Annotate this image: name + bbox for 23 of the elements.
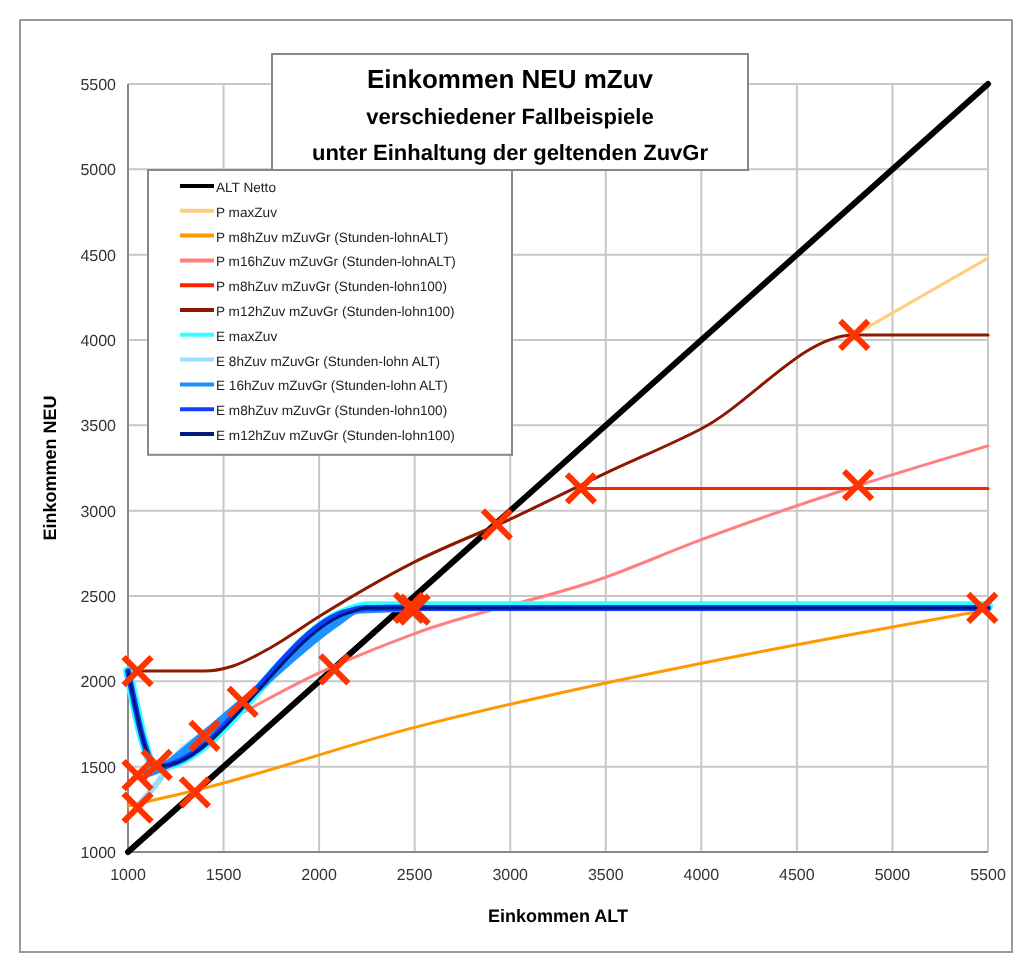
y-tick-label: 4500 xyxy=(80,246,118,265)
x-tick-label: 5500 xyxy=(970,866,1007,884)
y-tick-label: 2000 xyxy=(80,673,118,692)
y-tick-label: 2500 xyxy=(80,588,118,606)
y-tick-label: 1500 xyxy=(80,758,118,777)
x-axis-title: Einkommen ALT xyxy=(487,906,629,926)
x-tick-label: 1000 xyxy=(110,866,147,884)
x-tick-label: 1500 xyxy=(205,866,243,884)
x-tick-label: 2500 xyxy=(396,866,434,884)
x-tick-label: 3000 xyxy=(492,866,530,884)
text: Einkommen NEU mZuv verschiedener Fallbeispiele unter Einhaltung der geltenden ZuvGr xyxy=(311,64,710,166)
y-axis-title: Einkommen NEU xyxy=(40,395,60,541)
y-tick-label: 3000 xyxy=(80,502,118,521)
y-tick-label: 5000 xyxy=(80,161,118,180)
y-tick-label: 3500 xyxy=(80,417,118,436)
y-tick-label: 4000 xyxy=(80,332,118,350)
x-tick-label: 4500 xyxy=(779,866,816,884)
y-tick-label: 1000 xyxy=(80,844,118,862)
y-tick-label: 5500 xyxy=(80,76,118,94)
x-tick-label: 5000 xyxy=(874,866,912,884)
x-tick-label: 4000 xyxy=(683,866,721,884)
x-tick-label: 3500 xyxy=(587,866,625,884)
x-tick-label: 2000 xyxy=(301,866,339,884)
